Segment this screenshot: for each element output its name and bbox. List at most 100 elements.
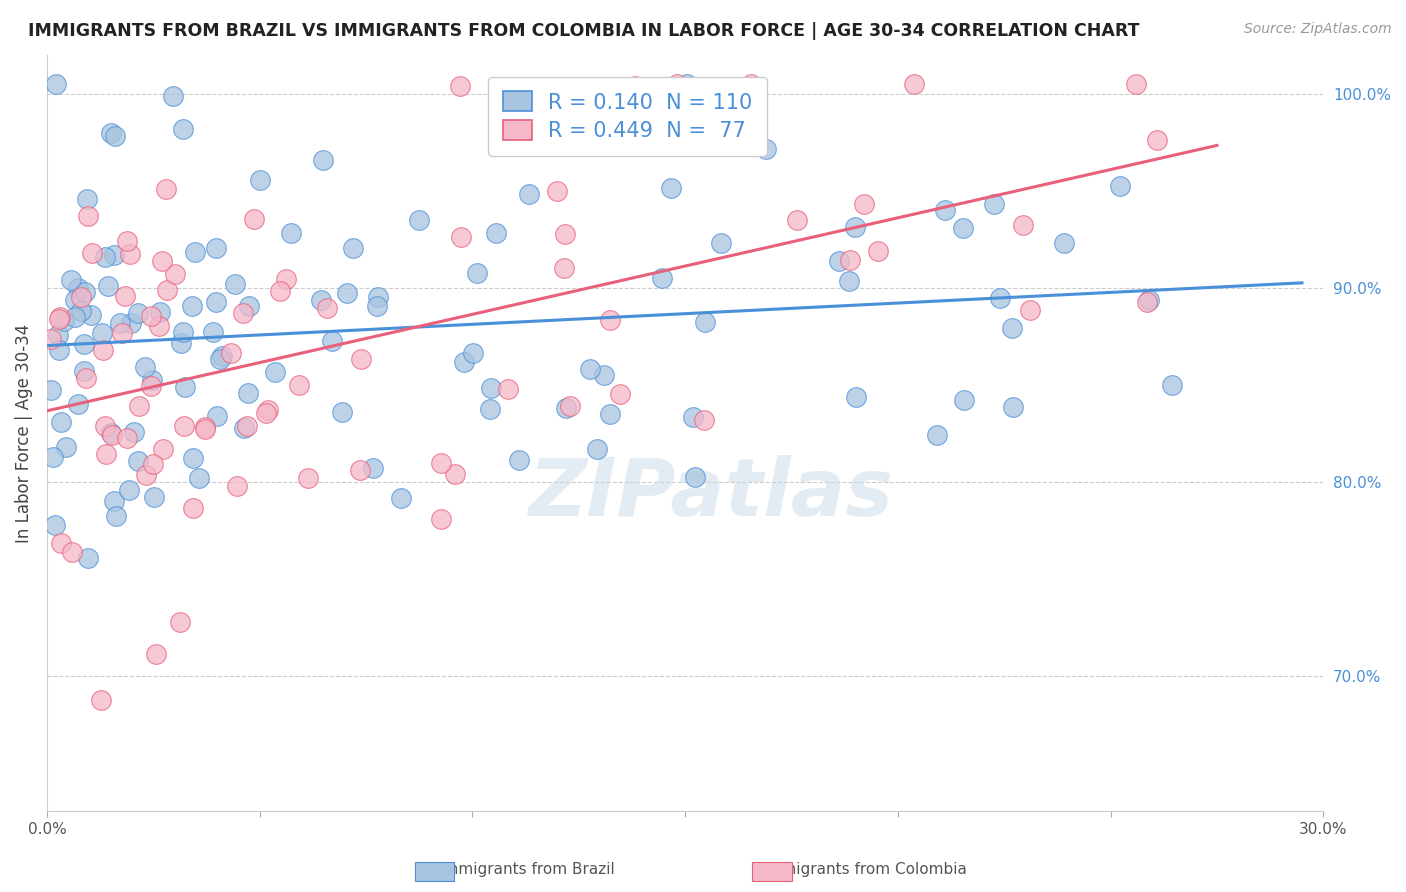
Point [173,380,195,394]
Point [172,326,194,340]
Point [1011,218,1033,232]
Point [70,304,93,318]
Text: ZIPatlas: ZIPatlas [529,455,893,533]
Point [122,425,145,440]
Point [903,77,925,91]
Point [221,345,243,359]
Point [517,186,540,201]
Point [693,412,716,426]
Point [194,422,217,436]
Point [169,615,191,630]
Point [336,286,359,301]
Point [67,281,90,295]
Point [465,266,488,280]
Point [664,103,686,117]
Point [169,336,191,351]
Point [349,463,371,477]
Point [205,294,228,309]
Point [224,277,246,291]
Point [288,377,311,392]
Point [100,127,122,141]
Point [111,326,134,341]
Point [73,337,96,351]
Y-axis label: In Labor Force | Age 30-34: In Labor Force | Age 30-34 [15,324,32,543]
Point [693,315,716,329]
Point [786,213,808,227]
Point [485,226,508,240]
Text: Immigrants from Colombia: Immigrants from Colombia [762,863,967,877]
Point [80,246,103,260]
Point [1136,295,1159,310]
Point [558,399,581,413]
Point [1001,321,1024,335]
Point [42,450,65,464]
Point [478,401,501,416]
Point [508,453,530,467]
Text: Immigrants from Brazil: Immigrants from Brazil [439,863,616,877]
Point [685,470,707,484]
Point [232,306,254,320]
Point [555,401,578,415]
Point [586,442,609,457]
Point [927,428,949,442]
Point [48,343,70,357]
Point [408,213,430,227]
Point [120,316,142,330]
Point [90,693,112,707]
Point [91,326,114,340]
Point [156,283,179,297]
Point [553,260,575,275]
Point [263,365,285,379]
Point [496,383,519,397]
Point [115,234,138,248]
Point [163,267,186,281]
Point [183,450,205,465]
Point [682,409,704,424]
Point [838,253,860,268]
Point [236,385,259,400]
Point [952,221,974,235]
Point [101,428,124,442]
Point [609,386,631,401]
Point [134,359,156,374]
Point [453,355,475,369]
Point [366,300,388,314]
Point [187,471,209,485]
Point [118,247,141,261]
Point [49,536,72,550]
Point [226,479,249,493]
Point [100,425,122,440]
Point [242,211,264,226]
Point [1125,77,1147,91]
Point [49,310,72,324]
Point [710,236,733,251]
Point [70,290,93,304]
Point [44,518,66,533]
Point [94,447,117,461]
Point [115,431,138,445]
Point [1001,400,1024,414]
Point [76,192,98,206]
Point [853,197,876,211]
Point [77,209,100,223]
Point [135,467,157,482]
Point [208,352,231,367]
Point [91,343,114,357]
Text: IMMIGRANTS FROM BRAZIL VS IMMIGRANTS FROM COLOMBIA IN LABOR FORCE | AGE 30-34 CO: IMMIGRANTS FROM BRAZIL VS IMMIGRANTS FRO… [28,22,1140,40]
Point [127,306,149,320]
Point [316,301,339,315]
Point [665,77,688,91]
Point [755,142,778,156]
Point [114,288,136,302]
Point [108,316,131,330]
Point [172,121,194,136]
Point [73,364,96,378]
Point [128,399,150,413]
Legend: R = 0.140  N = 110, R = 0.449  N =  77: R = 0.140 N = 110, R = 0.449 N = 77 [488,77,768,155]
Point [104,128,127,143]
Point [444,467,467,481]
Point [103,494,125,508]
Point [184,244,207,259]
Point [350,351,373,366]
Point [868,244,890,258]
